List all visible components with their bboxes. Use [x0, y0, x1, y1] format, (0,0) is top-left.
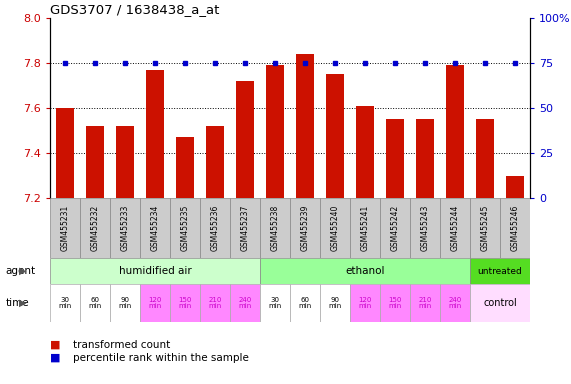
Text: 210
min: 210 min [208, 296, 222, 310]
Bar [206, 126, 224, 198]
Bar [380, 284, 410, 322]
Bar [260, 198, 290, 258]
Bar [260, 258, 470, 284]
Bar [470, 284, 530, 322]
Text: 60
min: 60 min [89, 296, 102, 310]
Text: ▶: ▶ [19, 298, 26, 308]
Bar [50, 284, 80, 322]
Bar [200, 198, 230, 258]
Text: time: time [6, 298, 29, 308]
Bar [236, 81, 254, 198]
Bar [266, 65, 284, 198]
Text: 150
min: 150 min [388, 296, 401, 310]
Text: ethanol: ethanol [345, 266, 385, 276]
Bar [386, 119, 404, 198]
Text: 210
min: 210 min [419, 296, 432, 310]
Bar [140, 198, 170, 258]
Bar [200, 284, 230, 322]
Bar [350, 198, 380, 258]
Bar [326, 74, 344, 198]
Text: ▶: ▶ [19, 266, 26, 276]
Bar [410, 284, 440, 322]
Bar [356, 106, 374, 198]
Text: GSM455231: GSM455231 [61, 205, 70, 251]
Text: GSM455234: GSM455234 [151, 205, 159, 251]
Bar [416, 119, 434, 198]
Bar [176, 137, 194, 198]
Bar [290, 198, 320, 258]
Bar [446, 65, 464, 198]
Text: 60
min: 60 min [299, 296, 312, 310]
Text: GSM455237: GSM455237 [240, 205, 250, 251]
Text: GSM455241: GSM455241 [360, 205, 369, 251]
Bar [320, 198, 350, 258]
Bar [80, 198, 110, 258]
Text: GSM455240: GSM455240 [331, 205, 340, 251]
Bar [500, 198, 530, 258]
Text: 120
min: 120 min [359, 296, 372, 310]
Text: GSM455233: GSM455233 [120, 205, 130, 251]
Bar [110, 284, 140, 322]
Text: 90
min: 90 min [328, 296, 341, 310]
Bar [170, 284, 200, 322]
Text: percentile rank within the sample: percentile rank within the sample [73, 353, 249, 363]
Text: GSM455238: GSM455238 [271, 205, 279, 251]
Text: 150
min: 150 min [178, 296, 192, 310]
Bar [230, 198, 260, 258]
Bar [140, 284, 170, 322]
Bar [506, 175, 524, 198]
Text: ■: ■ [50, 340, 61, 350]
Bar [440, 284, 470, 322]
Bar [116, 126, 134, 198]
Text: GSM455242: GSM455242 [391, 205, 400, 251]
Bar [470, 258, 530, 284]
Bar [50, 198, 80, 258]
Text: 90
min: 90 min [118, 296, 132, 310]
Bar [476, 119, 494, 198]
Text: ■: ■ [50, 353, 61, 363]
Text: GSM455236: GSM455236 [211, 205, 219, 251]
Text: untreated: untreated [477, 266, 522, 275]
Text: GSM455246: GSM455246 [510, 205, 520, 251]
Text: agent: agent [6, 266, 36, 276]
Bar [440, 198, 470, 258]
Bar [146, 70, 164, 198]
Text: 120
min: 120 min [148, 296, 162, 310]
Text: GSM455235: GSM455235 [180, 205, 190, 251]
Text: humidified air: humidified air [119, 266, 191, 276]
Text: GDS3707 / 1638438_a_at: GDS3707 / 1638438_a_at [50, 3, 219, 16]
Bar [170, 198, 200, 258]
Bar [380, 198, 410, 258]
Bar [410, 198, 440, 258]
Bar [260, 284, 290, 322]
Bar [80, 284, 110, 322]
Text: GSM455245: GSM455245 [481, 205, 489, 251]
Bar [470, 198, 500, 258]
Bar [296, 54, 314, 198]
Bar [50, 258, 260, 284]
Text: GSM455243: GSM455243 [420, 205, 429, 251]
Bar [56, 108, 74, 198]
Bar [110, 198, 140, 258]
Text: transformed count: transformed count [73, 340, 170, 350]
Text: 240
min: 240 min [238, 296, 252, 310]
Bar [290, 284, 320, 322]
Bar [230, 284, 260, 322]
Text: 30
min: 30 min [268, 296, 282, 310]
Text: GSM455244: GSM455244 [451, 205, 460, 251]
Text: GSM455239: GSM455239 [300, 205, 309, 251]
Text: 30
min: 30 min [58, 296, 71, 310]
Text: control: control [483, 298, 517, 308]
Bar [350, 284, 380, 322]
Bar [86, 126, 104, 198]
Text: GSM455232: GSM455232 [90, 205, 99, 251]
Bar [320, 284, 350, 322]
Text: 240
min: 240 min [448, 296, 461, 310]
